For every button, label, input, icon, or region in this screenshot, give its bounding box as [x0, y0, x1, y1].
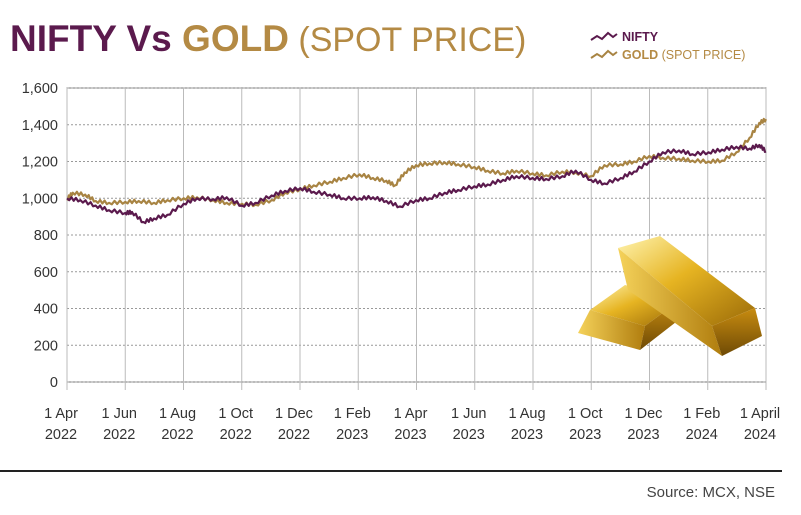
y-tick-label: 1,600	[22, 81, 58, 97]
y-tick-label: 600	[34, 265, 58, 281]
gold-bar-large-left	[618, 248, 722, 356]
x-tick-label: 1 Aug 2023	[508, 406, 545, 443]
x-tick-label: 1 Feb 2024	[683, 406, 720, 443]
series-line-nifty	[66, 143, 767, 225]
grid	[66, 87, 767, 390]
x-tick-label: 1 April 2024	[740, 406, 780, 443]
legend-label-gold-sub: (SPOT PRICE)	[658, 48, 746, 62]
legend-item-nifty: NIFTY	[590, 28, 790, 46]
x-tick-label: 1 Jun 2022	[102, 406, 137, 443]
x-tick-label: 1 Aug 2022	[159, 406, 196, 443]
x-tick-label: 1 Oct 2023	[568, 406, 603, 443]
y-tick-label: 0	[50, 375, 58, 391]
x-tick-label: 1 Feb 2023	[334, 406, 371, 443]
legend-swatch-nifty	[590, 31, 618, 41]
title-spot-price: (SPOT PRICE)	[288, 21, 527, 59]
page-title: NIFTY Vs GOLD (SPOT PRICE)	[10, 18, 526, 60]
x-tick-label: 1 Jun 2023	[451, 406, 486, 443]
legend-swatch-gold	[590, 49, 618, 59]
x-tick-label: 1 Apr 2023	[394, 406, 428, 443]
x-tick-label: 1 Dec 2023	[625, 406, 663, 443]
y-tick-label: 1,400	[22, 118, 58, 134]
y-tick-label: 1,000	[22, 191, 58, 207]
title-vs: Vs	[116, 18, 183, 59]
divider	[0, 470, 782, 472]
legend-item-gold: GOLD (SPOT PRICE)	[590, 46, 790, 64]
legend-label-gold: GOLD (SPOT PRICE)	[622, 48, 745, 62]
title-gold: GOLD	[182, 18, 289, 59]
x-tick-label: 1 Oct 2022	[218, 406, 253, 443]
source-note: Source: MCX, NSE	[646, 484, 775, 501]
x-tick-label: 1 Dec 2022	[275, 406, 313, 443]
legend-label-nifty: NIFTY	[622, 30, 659, 44]
gold-bar-small-front	[578, 310, 645, 350]
y-tick-label: 400	[34, 302, 58, 318]
legend: NIFTY GOLD (SPOT PRICE)	[590, 28, 790, 64]
gold-bar-large-top	[618, 236, 755, 326]
axis-labels: 0 200 400 600 800 1,000 1,200 1,400 1,600 1 Apr 20…	[22, 81, 780, 443]
y-tick-label: 1,200	[22, 155, 58, 171]
gold-bar-large-side	[712, 308, 762, 356]
y-tick-label: 800	[34, 228, 58, 244]
gold-bars-image	[578, 236, 762, 356]
x-tick-label: 1 Apr 2022	[44, 406, 78, 443]
title-nifty: NIFTY	[10, 18, 117, 59]
legend-label-gold-main: GOLD	[622, 48, 659, 62]
y-tick-label: 200	[34, 338, 58, 354]
series-layer	[66, 117, 767, 225]
line-chart: 0 200 400 600 800 1,000 1,200 1,400 1,600 1 Apr 20…	[22, 81, 780, 443]
